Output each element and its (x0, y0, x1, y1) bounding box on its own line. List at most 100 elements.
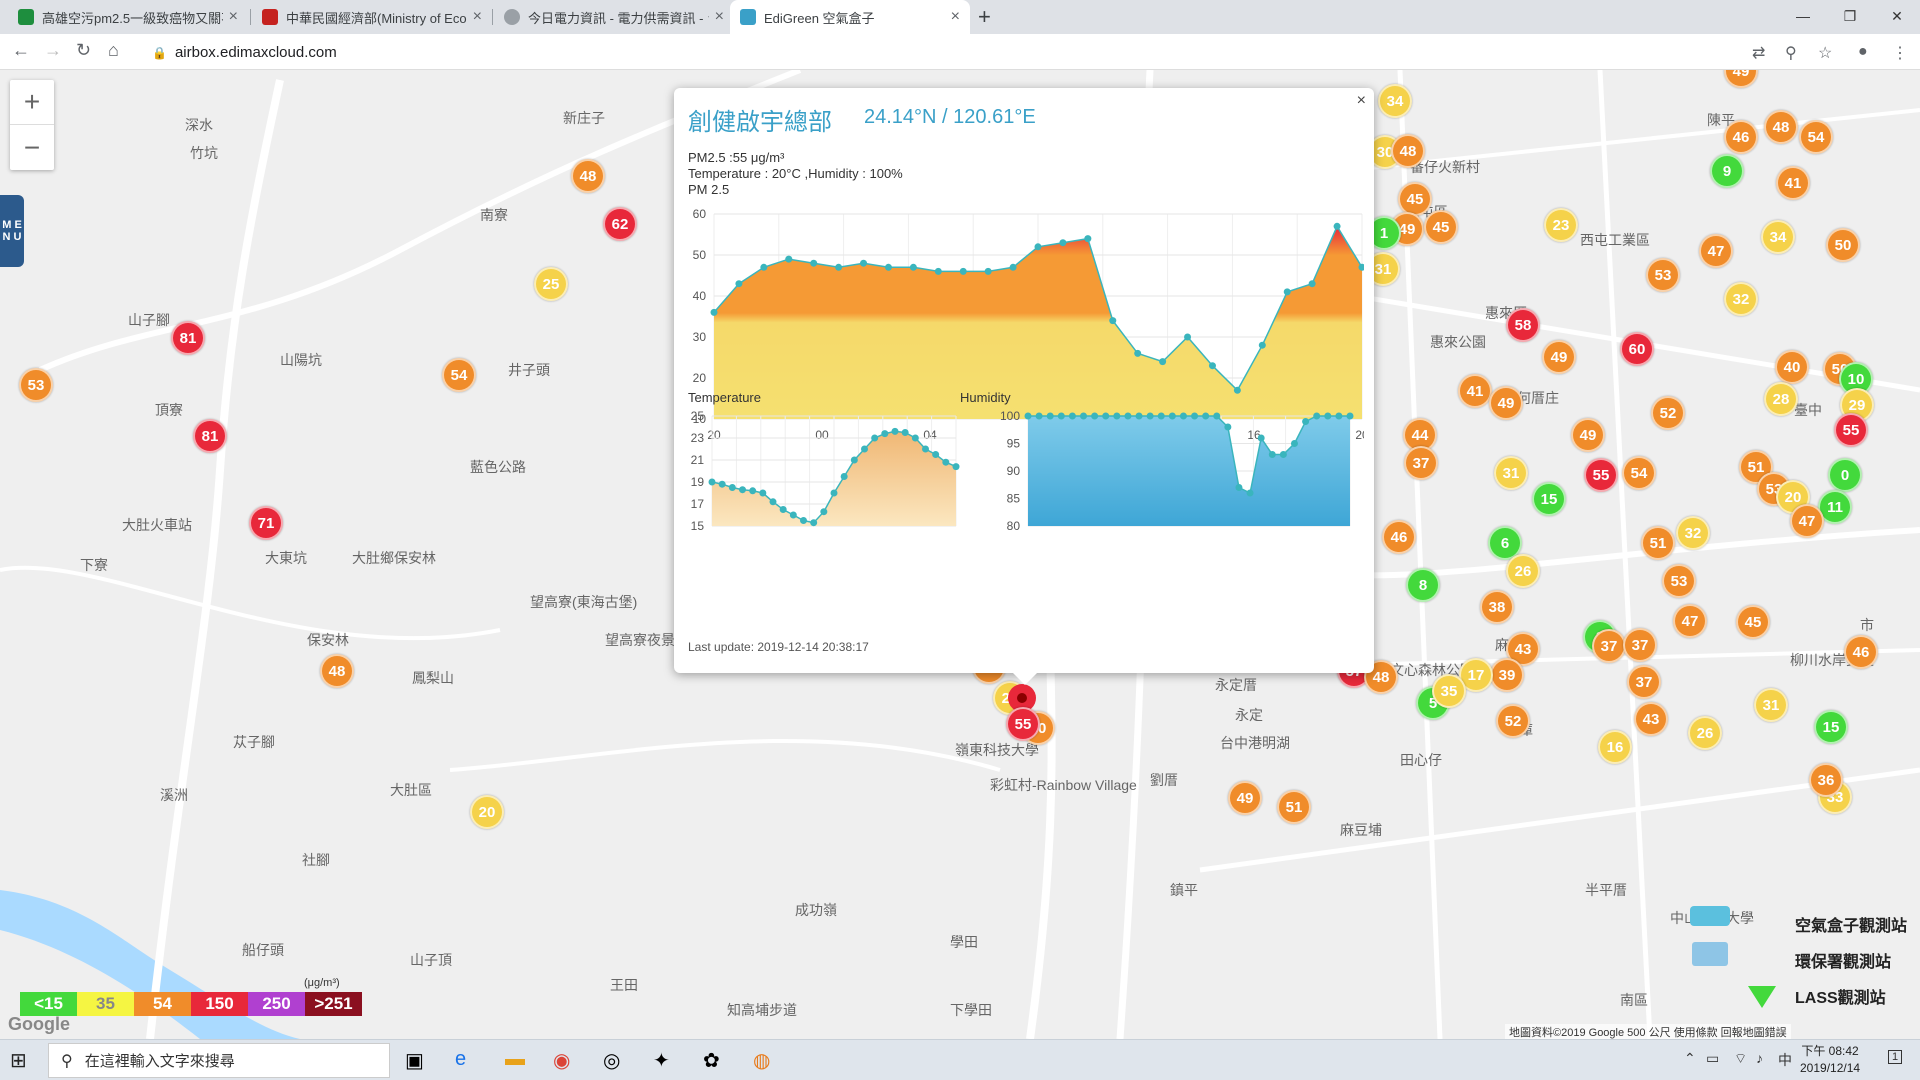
pm25-station-marker[interactable]: 15 (1814, 710, 1848, 744)
pm25-station-marker[interactable]: 46 (1382, 520, 1416, 554)
pm25-station-marker[interactable]: 39 (1490, 658, 1524, 692)
pm25-station-marker[interactable]: 23 (1544, 208, 1578, 242)
pm25-station-marker[interactable]: 55 (1584, 458, 1618, 492)
pm25-station-marker[interactable]: 47 (1699, 234, 1733, 268)
file-explorer-icon[interactable]: ▬ (505, 1048, 525, 1070)
notification-icon[interactable]: 1 (1888, 1050, 1903, 1064)
pm25-station-marker[interactable]: 20 (470, 795, 504, 829)
close-tab-icon[interactable]: × (228, 8, 238, 25)
pm25-station-marker[interactable]: 45 (1736, 605, 1770, 639)
pm25-station-marker[interactable]: 49 (1571, 418, 1605, 452)
pm25-station-marker[interactable]: 38 (1480, 590, 1514, 624)
pm25-station-marker[interactable]: 15 (1532, 482, 1566, 516)
close-tab-icon[interactable]: × (714, 8, 724, 25)
translate-icon[interactable]: ⇄ (1752, 45, 1766, 62)
close-window-button[interactable]: ✕ (1891, 8, 1903, 24)
pm25-station-marker[interactable]: 48 (571, 159, 605, 193)
pm25-station-marker[interactable]: 81 (193, 419, 227, 453)
pm25-station-marker[interactable]: 31 (1754, 688, 1788, 722)
pm25-station-marker[interactable]: 60 (1620, 332, 1654, 366)
pm25-station-marker[interactable]: 37 (1627, 665, 1661, 699)
task-view-icon[interactable]: ▣ (405, 1050, 424, 1072)
pm25-station-marker[interactable]: 47 (1790, 504, 1824, 538)
tab-kaohsiung-pm25[interactable]: 高雄空污pm2.5一級致癌物又關不住× (8, 0, 248, 34)
system-clock[interactable]: 下午 08:42 2019/12/14 (1800, 1044, 1861, 1075)
pm25-station-marker[interactable]: 40 (1775, 350, 1809, 384)
pm25-station-marker[interactable]: 37 (1592, 629, 1626, 663)
pm25-station-marker[interactable]: 34 (1761, 220, 1795, 254)
pm25-station-marker[interactable]: 16 (1598, 730, 1632, 764)
pm25-station-marker[interactable]: 53 (19, 368, 53, 402)
app-icon-1[interactable]: ◎ (603, 1050, 621, 1072)
pm25-station-marker[interactable]: 49 (1542, 340, 1576, 374)
minimize-button[interactable]: — (1796, 8, 1810, 24)
pm25-station-marker[interactable]: 54 (1622, 456, 1656, 490)
pm25-station-marker[interactable]: 50 (1826, 228, 1860, 262)
app-icon-2[interactable]: ✦ (653, 1050, 670, 1072)
pm25-station-marker[interactable]: 55 (1834, 413, 1868, 447)
pm25-station-marker[interactable]: 51 (1277, 790, 1311, 824)
close-tab-icon[interactable]: × (950, 8, 960, 25)
pm25-station-marker[interactable]: 48 (320, 654, 354, 688)
tab-ministry-economic[interactable]: 中華民國經濟部(Ministry of Econ × (252, 0, 492, 34)
pm25-station-marker[interactable]: 71 (249, 506, 283, 540)
pm25-station-marker[interactable]: 43 (1634, 702, 1668, 736)
tab-edigreen[interactable]: EdiGreen 空氣盒子 × (730, 0, 970, 34)
wifi-icon[interactable]: ⌔ (1734, 1050, 1748, 1066)
pm25-station-marker[interactable]: 53 (1662, 564, 1696, 598)
close-tab-icon[interactable]: × (472, 8, 482, 25)
selected-station-marker[interactable]: 55 (1006, 707, 1040, 741)
pm25-station-marker[interactable]: 31 (1494, 456, 1528, 490)
zoom-out-button[interactable]: − (23, 131, 41, 163)
pm25-station-marker[interactable]: 49 (1489, 386, 1523, 420)
pm25-station-marker[interactable]: 11 (1818, 490, 1852, 524)
zoom-in-button[interactable]: + (10, 80, 54, 125)
forward-icon[interactable]: → (44, 40, 62, 60)
edge-icon[interactable]: e (455, 1048, 467, 1070)
pm25-station-marker[interactable]: 34 (1378, 84, 1412, 118)
pm25-station-marker[interactable]: 37 (1623, 628, 1657, 662)
tray-up-arrow-icon[interactable]: ⌃ (1684, 1050, 1696, 1066)
pm25-station-marker[interactable]: 28 (1764, 382, 1798, 416)
pm25-station-marker[interactable]: 36 (1809, 763, 1843, 797)
back-icon[interactable]: ← (12, 40, 30, 60)
pm25-station-marker[interactable]: 41 (1458, 374, 1492, 408)
home-icon[interactable]: ⌂ (108, 40, 119, 60)
pm25-station-marker[interactable]: 25 (534, 267, 568, 301)
pm25-station-marker[interactable]: 32 (1724, 282, 1758, 316)
pm25-station-marker[interactable]: 52 (1651, 396, 1685, 430)
pm25-station-marker[interactable]: 41 (1776, 166, 1810, 200)
star-icon[interactable]: ☆ (1818, 45, 1833, 62)
pm25-station-marker[interactable]: 46 (1724, 120, 1758, 154)
reload-icon[interactable]: ↻ (76, 40, 92, 60)
pm25-station-marker[interactable]: 54 (1799, 120, 1833, 154)
pm25-station-marker[interactable]: 26 (1506, 554, 1540, 588)
pm25-station-marker[interactable]: 9 (1710, 154, 1744, 188)
pm25-station-marker[interactable]: 37 (1404, 446, 1438, 480)
battery-icon[interactable]: ▭ (1706, 1050, 1720, 1066)
ime-indicator[interactable]: 中 (1778, 1052, 1792, 1068)
profile-icon[interactable]: ● (1858, 43, 1868, 60)
pm25-station-marker[interactable]: 32 (1676, 516, 1710, 550)
pm25-station-marker[interactable]: 62 (603, 207, 637, 241)
volume-icon[interactable]: ♪ (1756, 1050, 1763, 1066)
windows-start-icon[interactable]: ⊞ (10, 1050, 27, 1072)
app-icon-3[interactable]: ✿ (703, 1050, 720, 1072)
menu-dots-icon[interactable]: ⋮ (1892, 45, 1908, 62)
pm25-station-marker[interactable]: 52 (1496, 704, 1530, 738)
pm25-station-marker[interactable]: 46 (1844, 635, 1878, 669)
new-tab-button[interactable]: + (978, 4, 991, 29)
pm25-station-marker[interactable]: 8 (1406, 568, 1440, 602)
pm25-station-marker[interactable]: 58 (1506, 308, 1540, 342)
pm25-station-marker[interactable]: 45 (1424, 210, 1458, 244)
pm25-station-marker[interactable]: 49 (1228, 781, 1262, 815)
menu-tab[interactable]: M E N U (0, 195, 24, 267)
map-attribution[interactable]: 地圖資料©2019 Google 500 公尺 使用條款 回報地圖錯誤 (1505, 1024, 1791, 1039)
zoom-icon[interactable]: ⚲ (1785, 45, 1797, 62)
pm25-station-marker[interactable]: 81 (171, 321, 205, 355)
pm25-station-marker[interactable]: 51 (1641, 526, 1675, 560)
pm25-station-marker[interactable]: 0 (1828, 458, 1862, 492)
tab-power-info[interactable]: 今日電力資訊 - 電力供需資訊 - 台 × (494, 0, 734, 34)
maximize-button[interactable]: ❐ (1843, 8, 1857, 24)
pm25-station-marker[interactable]: 26 (1688, 716, 1722, 750)
